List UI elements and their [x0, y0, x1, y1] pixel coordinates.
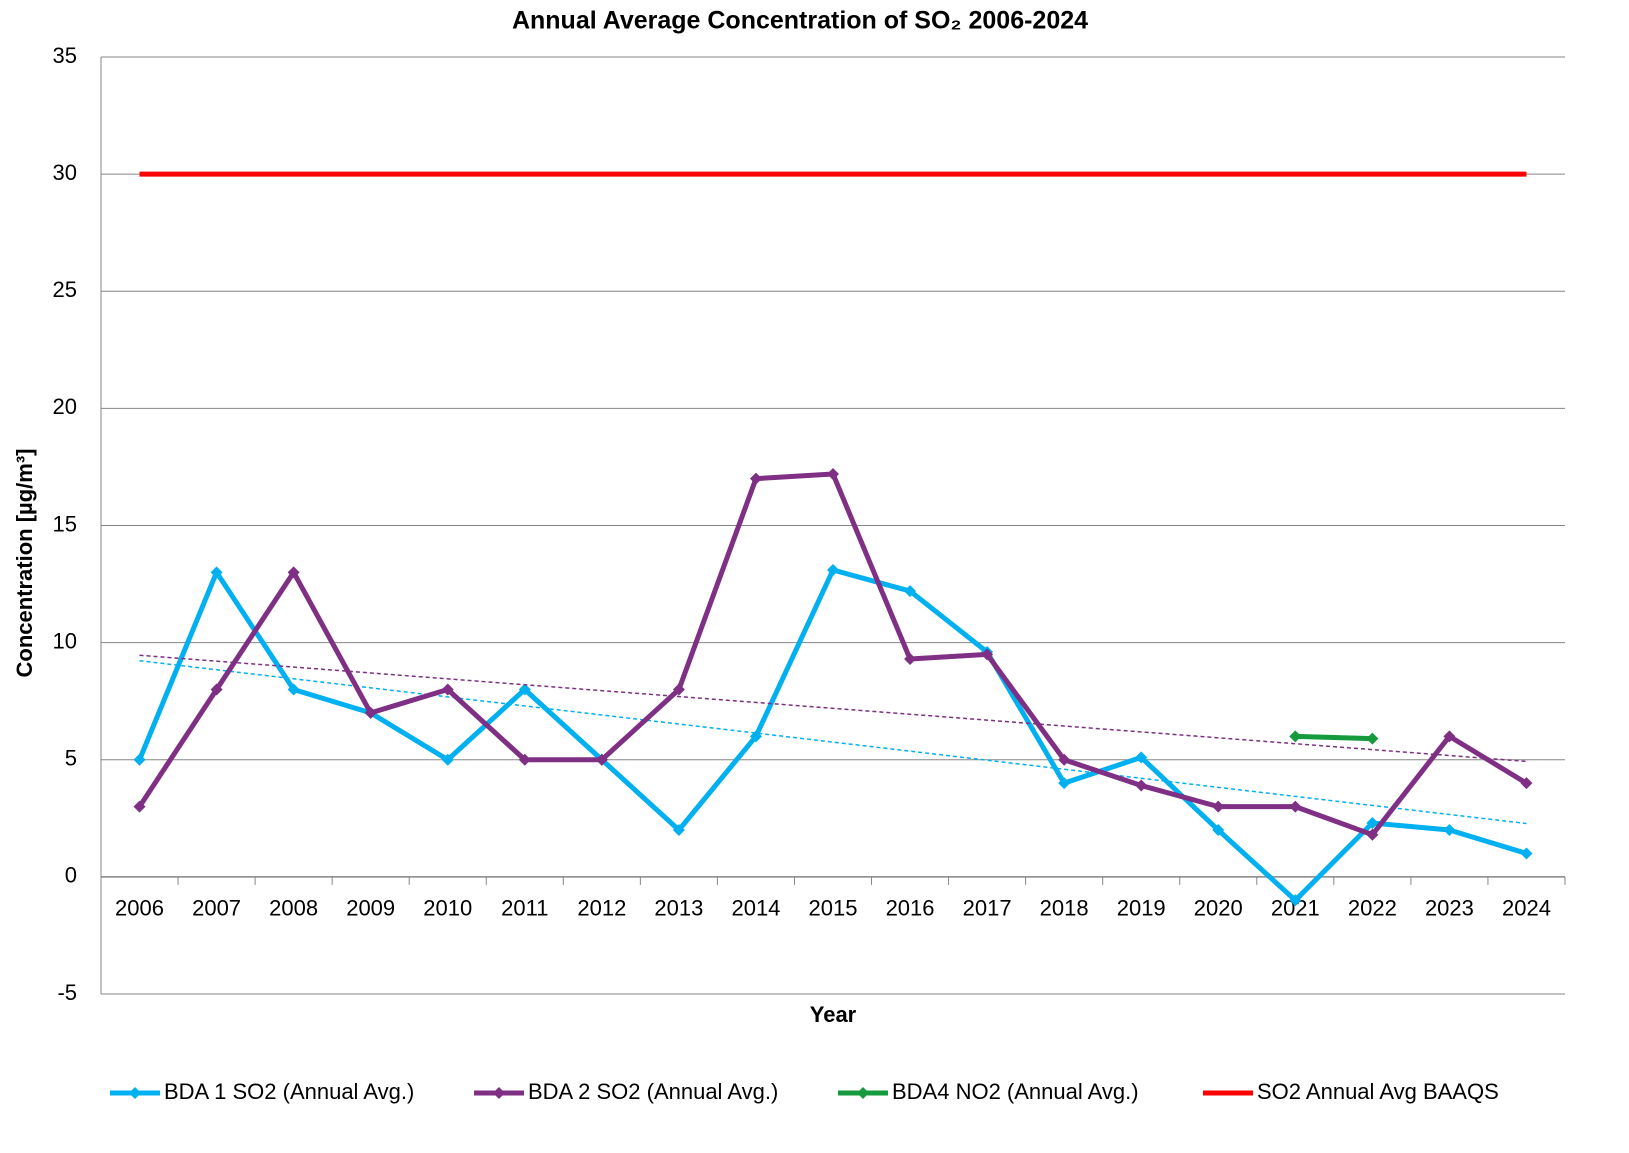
x-tick-label: 2008	[269, 896, 318, 921]
marker	[133, 800, 146, 813]
marker	[441, 753, 454, 766]
x-tick-label: 2022	[1348, 896, 1397, 921]
legend-label: BDA 1 SO2 (Annual Avg.)	[164, 1079, 414, 1104]
marker	[1289, 800, 1302, 813]
marker	[441, 683, 454, 696]
legend-label: SO2 Annual Avg BAAQS	[1257, 1079, 1499, 1104]
x-tick-label: 2012	[577, 896, 626, 921]
legend-label: BDA 2 SO2 (Annual Avg.)	[528, 1079, 778, 1104]
x-tick-label: 2017	[963, 896, 1012, 921]
marker	[1443, 730, 1456, 743]
legend-label: BDA4 NO2 (Annual Avg.)	[892, 1079, 1139, 1104]
x-tick-label: 2006	[115, 896, 164, 921]
y-tick-label: 5	[65, 746, 77, 771]
marker	[1366, 828, 1379, 841]
y-tick-label: 10	[53, 628, 77, 653]
marker	[1443, 824, 1456, 837]
marker	[981, 648, 994, 661]
marker	[1058, 753, 1071, 766]
series-line	[137, 471, 1528, 838]
legend-marker	[857, 1087, 869, 1099]
x-tick-label: 2014	[731, 896, 780, 921]
y-tick-label: 0	[65, 863, 77, 888]
y-tick-label: 15	[53, 511, 77, 536]
legend-marker	[493, 1087, 505, 1099]
marker	[364, 706, 377, 719]
x-tick-label: 2018	[1040, 896, 1089, 921]
marker	[1212, 824, 1225, 837]
marker	[518, 753, 531, 766]
x-tick-label: 2015	[809, 896, 858, 921]
x-tick-label: 2011	[501, 896, 548, 921]
marker	[1058, 777, 1071, 790]
y-tick-label: 25	[53, 277, 77, 302]
marker	[1366, 732, 1379, 745]
x-tick-label: 2023	[1425, 896, 1474, 921]
trendline	[139, 659, 1527, 825]
marker	[827, 564, 839, 577]
y-tick-label: 35	[53, 43, 77, 68]
marker	[1366, 816, 1379, 829]
marker	[1135, 779, 1148, 792]
marker	[1212, 800, 1225, 813]
series-line	[1295, 733, 1373, 742]
x-tick-label: 2013	[654, 896, 703, 921]
marker	[287, 683, 300, 696]
marker	[749, 472, 762, 485]
x-tick-label: 2010	[423, 896, 472, 921]
marker	[904, 653, 917, 666]
marker	[1520, 847, 1533, 860]
marker	[672, 824, 685, 837]
marker	[133, 753, 146, 766]
marker	[518, 683, 531, 696]
legend-marker	[129, 1087, 141, 1099]
marker	[827, 467, 839, 480]
marker	[1520, 777, 1533, 790]
y-tick-label: -5	[57, 980, 77, 1005]
marker	[1289, 730, 1302, 743]
x-tick-label: 2016	[886, 896, 935, 921]
x-tick-label: 2007	[192, 896, 241, 921]
marker	[1289, 894, 1302, 907]
y-tick-label: 30	[53, 160, 77, 185]
marker	[210, 683, 223, 696]
y-tick-label: 20	[53, 394, 77, 419]
marker	[595, 753, 608, 766]
chart-title: Annual Average Concentration of SO₂ 2006…	[512, 7, 1088, 35]
marker	[1135, 751, 1148, 764]
marker	[287, 566, 300, 579]
marker	[210, 566, 223, 579]
y-axis-title: Concentration [µg/m³]	[12, 449, 37, 678]
trendline	[139, 654, 1527, 763]
x-tick-label: 2024	[1502, 896, 1551, 921]
marker	[904, 585, 917, 598]
marker	[749, 730, 762, 743]
marker	[672, 683, 685, 696]
x-tick-label: 2019	[1117, 896, 1166, 921]
x-tick-label: 2009	[346, 896, 395, 921]
x-axis-title: Year	[810, 1002, 857, 1027]
x-tick-label: 2020	[1194, 896, 1243, 921]
